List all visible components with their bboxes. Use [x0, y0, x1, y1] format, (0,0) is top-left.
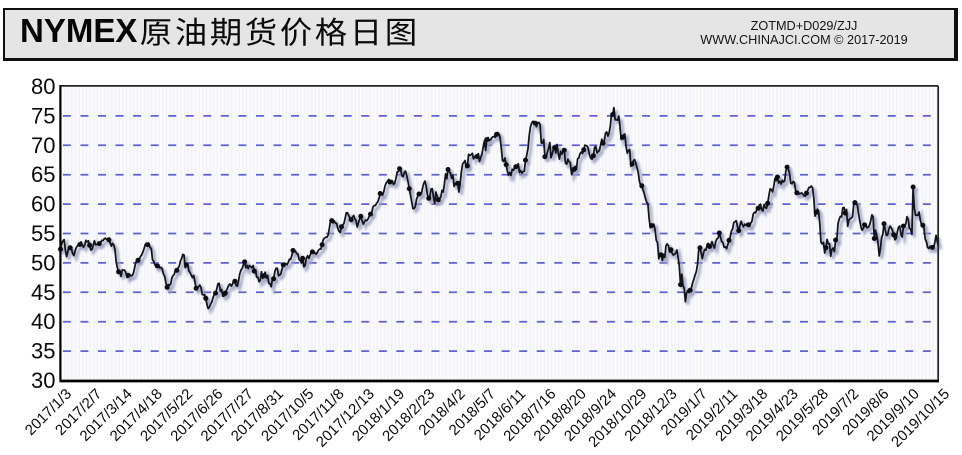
svg-text:75: 75 — [31, 103, 55, 128]
svg-text:60: 60 — [31, 192, 55, 217]
svg-text:35: 35 — [31, 339, 55, 364]
svg-text:65: 65 — [31, 162, 55, 187]
svg-text:30: 30 — [31, 368, 55, 393]
svg-text:40: 40 — [31, 309, 55, 334]
svg-text:50: 50 — [31, 250, 55, 275]
svg-text:55: 55 — [31, 221, 55, 246]
svg-text:70: 70 — [31, 133, 55, 158]
svg-text:80: 80 — [31, 74, 55, 99]
svg-text:45: 45 — [31, 280, 55, 305]
